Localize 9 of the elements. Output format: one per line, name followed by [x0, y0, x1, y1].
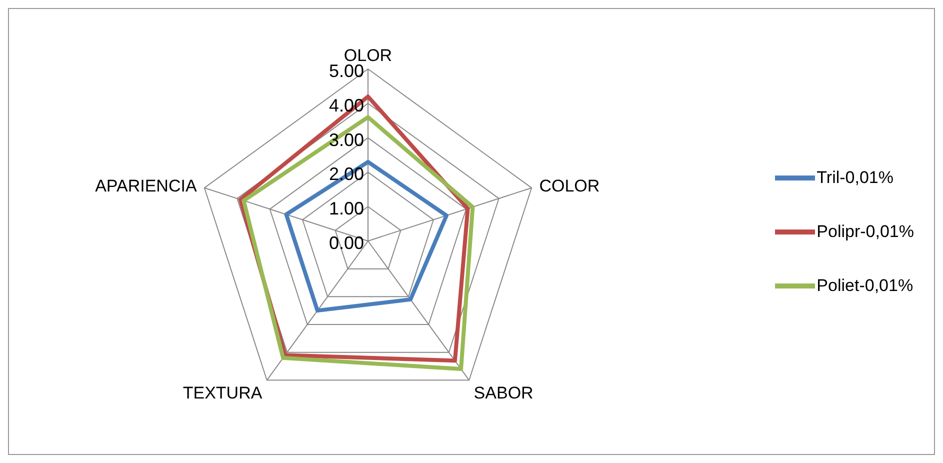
- spoke-label: SABOR: [474, 384, 534, 403]
- spoke-label: APARIENCIA: [95, 176, 198, 196]
- legend-label: Tril-0,01%: [816, 166, 894, 188]
- spoke-label: TEXTURA: [182, 384, 263, 403]
- spoke-label: COLOR: [539, 176, 600, 196]
- legend-label: Polipr-0,01%: [816, 220, 914, 242]
- y-tick-label: 1.00: [328, 198, 364, 219]
- legend-label: Poliet-0,01%: [816, 274, 914, 296]
- y-tick-label: 0.00: [328, 233, 364, 253]
